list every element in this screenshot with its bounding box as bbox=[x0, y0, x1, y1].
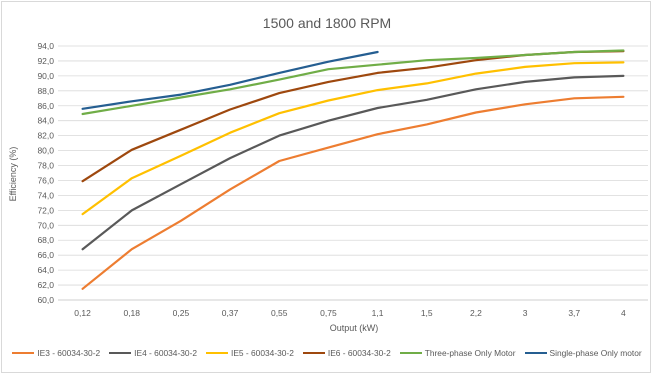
y-tick-label: 62,0 bbox=[37, 280, 54, 290]
legend-item-ie4-60034-30-2: IE4 - 60034-30-2 bbox=[109, 348, 197, 358]
y-tick-label: 92,0 bbox=[37, 56, 54, 66]
legend-label: IE3 - 60034-30-2 bbox=[37, 348, 101, 358]
legend-swatch bbox=[302, 352, 325, 354]
x-tick-label: 0,25 bbox=[173, 308, 190, 318]
x-tick-label: 0,12 bbox=[74, 308, 91, 318]
x-tick-label: 3,7 bbox=[568, 308, 580, 318]
x-tick-labels: 0,12 0,18 0,25 0,37 0,55 0,75 1,1 1,5 2,2 3 3,7 4 bbox=[74, 308, 626, 318]
y-tick-label: 74,0 bbox=[37, 190, 54, 200]
y-axis-label: Efficiency (%) bbox=[8, 147, 18, 202]
x-tick-label: 1,5 bbox=[421, 308, 433, 318]
legend-item-ie3-60034-30-2: IE3 - 60034-30-2 bbox=[12, 348, 100, 358]
legend-swatch bbox=[109, 352, 132, 354]
y-tick-label: 68,0 bbox=[37, 235, 54, 245]
legend-label: IE5 - 60034-30-2 bbox=[231, 348, 294, 358]
y-tick-label: 82,0 bbox=[37, 131, 54, 141]
chart-title: 1500 and 1800 RPM bbox=[263, 15, 391, 31]
series-line-three-phase-only-motor bbox=[81, 49, 625, 116]
grid-layer bbox=[58, 45, 648, 301]
y-tick-label: 80,0 bbox=[37, 146, 54, 156]
y-tick-label: 88,0 bbox=[37, 86, 54, 96]
y-tick-label: 86,0 bbox=[37, 101, 54, 111]
y-tick-label: 76,0 bbox=[37, 175, 54, 185]
series-line-ie5-60034-30-2 bbox=[81, 61, 625, 216]
x-tick-label: 0,18 bbox=[123, 308, 140, 318]
series-layer bbox=[81, 49, 625, 290]
y-tick-label: 70,0 bbox=[37, 220, 54, 230]
y-tick-labels: 60,0 62,0 64,0 66,0 68,0 70,0 72,0 74,0 76,0 78,0… bbox=[37, 41, 54, 305]
series-line-ie6-60034-30-2 bbox=[81, 50, 625, 183]
x-tick-label: 1,1 bbox=[372, 308, 384, 318]
y-tick-label: 84,0 bbox=[37, 116, 54, 126]
legend-label: IE6 - 60034-30-2 bbox=[327, 348, 391, 358]
x-tick-label: 0,37 bbox=[222, 308, 239, 318]
legend-label: Three-phase Only Motor bbox=[424, 348, 516, 358]
series-line-single-phase-only-motor bbox=[81, 50, 379, 110]
x-tick-label: 3 bbox=[523, 308, 528, 318]
legend-label: IE4 - 60034-30-2 bbox=[134, 348, 198, 358]
y-tick-label: 94,0 bbox=[37, 41, 54, 51]
legend-label: Single-phase Only motor bbox=[549, 348, 642, 358]
x-tick-label: 4 bbox=[621, 308, 626, 318]
chart-legend: IE3 - 60034-30-2 IE4 - 60034-30-2 IE5 - 60… bbox=[0, 343, 654, 363]
x-tick-label: 0,55 bbox=[271, 308, 288, 318]
legend-swatch bbox=[12, 352, 35, 354]
y-tick-label: 72,0 bbox=[37, 205, 54, 215]
legend-item-single-phase-only-motor: Single-phase Only motor bbox=[524, 348, 642, 358]
y-tick-label: 60,0 bbox=[37, 295, 54, 305]
y-tick-label: 64,0 bbox=[37, 265, 54, 275]
y-tick-label: 90,0 bbox=[37, 71, 54, 81]
y-tick-label: 66,0 bbox=[37, 250, 54, 260]
legend-swatch bbox=[206, 352, 229, 354]
legend-item-three-phase-only-motor: Three-phase Only Motor bbox=[399, 348, 516, 358]
x-tick-label: 2,2 bbox=[470, 308, 482, 318]
x-axis-label: Output (kW) bbox=[330, 323, 379, 333]
legend-swatch bbox=[399, 352, 422, 354]
legend-swatch bbox=[524, 352, 547, 354]
legend-item-ie5-60034-30-2: IE5 - 60034-30-2 bbox=[206, 348, 294, 358]
series-line-ie3-60034-30-2 bbox=[81, 95, 625, 290]
y-tick-label: 78,0 bbox=[37, 161, 54, 171]
series-line-ie4-60034-30-2 bbox=[81, 74, 625, 251]
legend-item-ie6-60034-30-2: IE6 - 60034-30-2 bbox=[302, 348, 391, 358]
x-tick-label: 0,75 bbox=[320, 308, 337, 318]
